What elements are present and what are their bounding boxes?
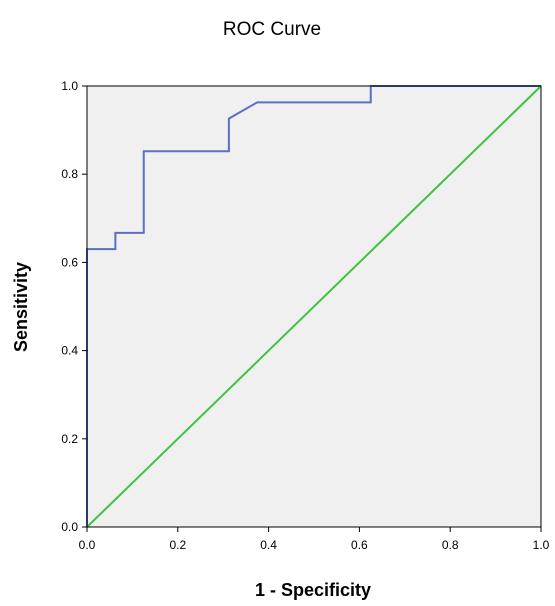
x-tick-label: 0.2: [169, 538, 186, 552]
x-axis-label: 1 - Specificity: [255, 580, 371, 600]
roc-curve-line: [86, 85, 541, 527]
x-tick-label: 0.4: [260, 538, 277, 552]
x-tick-label: 0.0: [79, 538, 96, 552]
chart-title: ROC Curve: [223, 19, 321, 40]
y-tick-label: 0.4: [61, 344, 78, 358]
x-tick-label: 1.0: [533, 538, 550, 552]
x-tick-label: 0.6: [351, 538, 368, 552]
y-axis-label: Sensitivity: [11, 262, 31, 352]
reference-diagonal-line: [86, 85, 542, 528]
y-tick-label: 0.2: [61, 432, 78, 446]
y-tick-label: 0.8: [61, 167, 78, 181]
x-tick-label: 0.8: [442, 538, 459, 552]
y-tick-label: 0.6: [61, 255, 78, 269]
y-axis: 0.0 0.2 0.4 0.6 0.8 1.0: [61, 79, 87, 534]
y-tick-label: 1.0: [61, 79, 78, 93]
plot-frame: [86, 85, 542, 528]
y-tick-label: 0.0: [61, 520, 78, 534]
x-axis: 0.0 0.2 0.4 0.6 0.8 1.0: [79, 527, 550, 552]
series-layer: [86, 85, 542, 528]
